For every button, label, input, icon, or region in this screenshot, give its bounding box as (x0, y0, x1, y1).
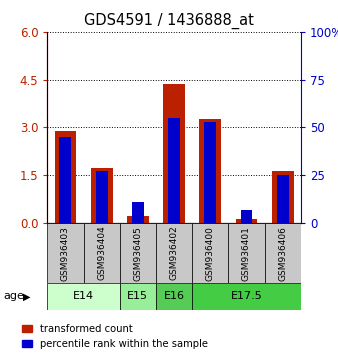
Bar (156, 223, 192, 283)
Bar (199, 120, 221, 223)
Text: GDS4591 / 1436888_at: GDS4591 / 1436888_at (84, 12, 254, 29)
Bar (96, 171, 107, 223)
Text: E15: E15 (127, 291, 148, 302)
Text: GSM936400: GSM936400 (206, 225, 215, 281)
Bar (192, 223, 228, 283)
Bar (47, 223, 83, 283)
Bar (156, 283, 192, 310)
Bar (120, 223, 156, 283)
Text: ▶: ▶ (23, 291, 30, 301)
Bar (192, 283, 301, 310)
Bar (127, 216, 149, 223)
Bar (277, 175, 289, 223)
Text: age: age (3, 291, 24, 301)
Bar (204, 122, 216, 223)
Text: GSM936405: GSM936405 (134, 225, 142, 281)
Bar (59, 137, 71, 223)
Text: E16: E16 (164, 291, 185, 302)
Bar (120, 283, 156, 310)
Text: GSM936403: GSM936403 (61, 225, 70, 281)
Bar (47, 283, 120, 310)
Bar (228, 223, 265, 283)
Bar (132, 202, 144, 223)
Text: E14: E14 (73, 291, 94, 302)
Bar (272, 171, 294, 223)
Bar (236, 219, 257, 223)
Text: GSM936404: GSM936404 (97, 226, 106, 280)
Text: GSM936406: GSM936406 (278, 225, 287, 281)
Text: E17.5: E17.5 (231, 291, 262, 302)
Text: GSM936401: GSM936401 (242, 225, 251, 281)
Bar (83, 223, 120, 283)
Bar (91, 168, 113, 223)
Bar (241, 210, 252, 223)
Bar (54, 131, 76, 223)
Bar (168, 118, 180, 223)
Legend: transformed count, percentile rank within the sample: transformed count, percentile rank withi… (22, 324, 208, 349)
Bar (265, 223, 301, 283)
Bar (163, 85, 185, 223)
Text: GSM936402: GSM936402 (170, 226, 178, 280)
